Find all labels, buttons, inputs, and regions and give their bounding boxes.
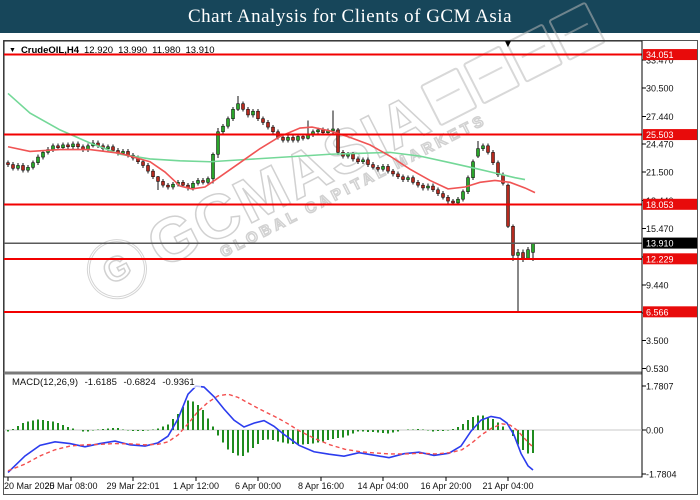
macd-scale-label: -1.7804 [646, 469, 677, 479]
svg-text:18.053: 18.053 [646, 200, 674, 210]
chart-window-frame [3, 40, 698, 495]
price-tick-label: 24.470 [646, 140, 674, 150]
price-tick-label: 3.500 [646, 336, 669, 346]
ma-slow-line [7, 92, 526, 181]
macd-scale-label: 1.7807 [646, 382, 674, 392]
time-tick-label: 16 Apr 20:00 [420, 481, 471, 491]
time-tick-label: 20 Mar 2020 [4, 481, 55, 491]
current-price-badge: 13.910 [643, 237, 697, 249]
macd-histogram [7, 400, 534, 457]
macd-scale-label: 0.00 [646, 426, 664, 436]
ma-fast-line [7, 126, 536, 194]
price-badge: 25.503 [643, 129, 697, 141]
time-tick-label: 21 Apr 04:00 [482, 481, 533, 491]
macd-indicator-label: MACD(12,26,9) -1.6185 -0.6824 -0.9361 [10, 377, 201, 388]
macd-value: -1.6185 [84, 377, 117, 388]
symbol-label: CrudeOIL,H4 [20, 45, 79, 56]
svg-text:34.051: 34.051 [646, 50, 674, 60]
time-tick-label: 25 Mar 08:00 [44, 481, 97, 491]
page-title: Chart Analysis for Clients of GCM Asia [187, 5, 513, 27]
symbol-info-bar: ▼ CrudeOIL,H4 12.920 13.990 11.980 13.91… [9, 45, 215, 56]
time-tick-label: 6 Apr 00:00 [235, 481, 281, 491]
price-badge: 12.229 [643, 253, 697, 265]
macd-signal-value: -0.6824 [123, 377, 156, 388]
price-tick-label: 33.470 [646, 56, 674, 66]
macd-signal-line [7, 393, 534, 472]
price-badge: 18.053 [643, 198, 697, 210]
svg-text:13.910: 13.910 [646, 239, 674, 249]
svg-text:6.566: 6.566 [646, 307, 669, 317]
price-axis[interactable]: 33.47030.50027.44024.47021.50018.44015.4… [641, 41, 697, 479]
macd-line [7, 385, 534, 474]
price-tick-label: 30.500 [646, 83, 674, 93]
time-tick-label: 14 Apr 04:00 [357, 481, 408, 491]
time-tick-label: 29 Mar 22:01 [106, 481, 159, 491]
time-tick-label: 1 Apr 12:00 [173, 481, 219, 491]
macd-name: MACD(12,26,9) [12, 377, 78, 388]
price-badge: 34.051 [643, 49, 697, 61]
price-badge: 6.566 [643, 306, 697, 318]
svg-text:12.229: 12.229 [646, 254, 674, 264]
ohlc-open: 12.920 [84, 45, 114, 56]
candlestick-series [6, 96, 535, 312]
ohlc-high: 13.990 [118, 45, 148, 56]
time-tick-label: 8 Apr 16:00 [298, 481, 344, 491]
support-resistance-lines[interactable] [4, 53, 642, 313]
price-tick-label: 27.440 [646, 112, 674, 122]
title-bar: Chart Analysis for Clients of GCM Asia [0, 0, 700, 33]
ohlc-close: 13.910 [185, 45, 215, 56]
main-chart-panel[interactable] [3, 40, 643, 373]
macd-panel[interactable] [3, 373, 643, 478]
svg-text:25.503: 25.503 [646, 130, 674, 140]
price-tick-label: 9.440 [646, 280, 669, 290]
symbol-dropdown-icon[interactable]: ▼ [9, 47, 16, 54]
macd-osma-value: -0.9361 [162, 377, 195, 388]
price-tick-label: 21.500 [646, 168, 674, 178]
ohlc-low: 11.980 [152, 45, 181, 56]
price-tick-label: 0.530 [646, 364, 669, 374]
price-tick-label: 15.470 [646, 224, 674, 234]
chart-shift-marker-icon[interactable]: ▼ [503, 39, 513, 50]
